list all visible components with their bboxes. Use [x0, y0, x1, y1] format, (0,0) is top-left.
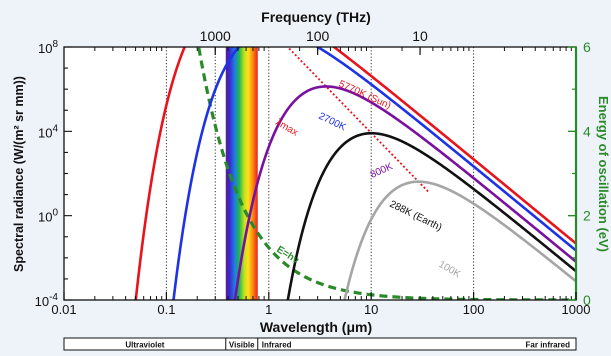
y2-tick-label: 0 [583, 292, 591, 308]
y-tick-label: 104 [38, 123, 58, 140]
y-tick-label: 10-4 [35, 292, 59, 309]
region-bar: Ultraviolet Visible Infrared Far infrared [63, 337, 577, 351]
y-tick-exponent: 4 [52, 123, 58, 134]
y2-tick-label: 2 [583, 208, 591, 224]
series-line-2 [233, 85, 576, 300]
x-tick-label: 100 [463, 302, 485, 317]
top-tick-label: 1000 [200, 28, 231, 44]
top-tick-label: 100 [306, 28, 330, 44]
y-tick-base: 10 [38, 41, 52, 56]
series-line-0 [134, 47, 576, 300]
series-line-4 [343, 180, 576, 300]
x-tick-label: 1000 [562, 302, 591, 317]
y-tick-label: 108 [38, 39, 58, 56]
top-axis-title: Frequency (THz) [261, 9, 371, 25]
region-label-far-infrared: Far infrared [526, 341, 571, 350]
y-tick-exponent: -4 [49, 292, 58, 303]
bottom-axis-title: Wavelength (μm) [260, 319, 372, 335]
region-items: Ultraviolet Visible Infrared [125, 338, 292, 350]
right-axis-title: Energy of oscillation (eV) [596, 96, 611, 252]
top-tick-label: 10 [412, 28, 428, 44]
region-label: Ultraviolet [125, 341, 164, 350]
wien-line [286, 47, 430, 193]
region-label: Visible [229, 341, 255, 350]
left-axis-title: Spectral radiance (W/(m² sr mm)) [12, 76, 26, 272]
y-tick-exponent: 8 [52, 39, 58, 50]
y2-tick-label: 4 [583, 123, 591, 139]
y-tick-exponent: 0 [52, 208, 58, 219]
x-tick-label: 0.1 [157, 302, 175, 317]
y-tick-base: 10 [35, 294, 49, 309]
x-tick-label: 1 [265, 302, 272, 317]
series-line-3 [286, 131, 576, 300]
x-tick-label: 10 [364, 302, 378, 317]
y-tick-label: 100 [38, 208, 58, 225]
region-label: Infrared [262, 341, 292, 350]
x-tick-label: 0.01 [51, 302, 76, 317]
y-tick-base: 10 [38, 210, 52, 225]
region-bar-frame [63, 337, 577, 351]
y2-tick-label: 6 [583, 39, 591, 55]
y-tick-base: 10 [38, 125, 52, 140]
series-line-1 [172, 47, 576, 300]
